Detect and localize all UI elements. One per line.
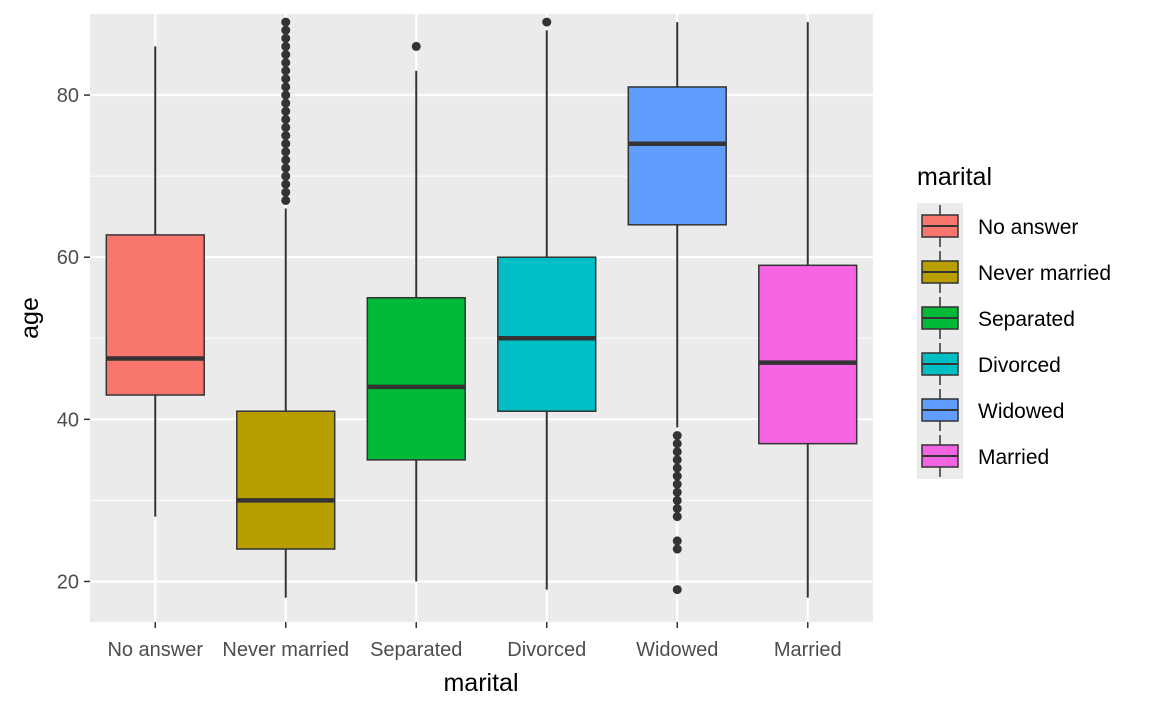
outlier-point <box>542 17 552 27</box>
legend-key-background <box>917 203 963 479</box>
outlier-point <box>281 155 291 165</box>
outlier-point <box>281 139 291 149</box>
x-tick-label: Married <box>774 639 842 661</box>
x-tick-label: No answer <box>107 639 203 661</box>
x-tick-label: Never married <box>222 639 349 661</box>
outlier-point <box>672 504 682 514</box>
outlier-point <box>672 487 682 497</box>
outlier-point <box>281 41 291 51</box>
box-never-married <box>236 17 336 598</box>
outlier-point <box>672 479 682 489</box>
y-axis-title: age <box>16 297 44 339</box>
x-tick-label: Separated <box>370 639 462 661</box>
boxes <box>105 17 858 598</box>
outlier-point <box>281 131 291 141</box>
box-married <box>758 22 858 598</box>
outlier-point <box>281 33 291 43</box>
legend-item-no-answer: No answer <box>921 205 1078 247</box>
outlier-point <box>672 471 682 481</box>
outlier-point <box>281 163 291 173</box>
box-divorced <box>497 17 597 590</box>
outlier-point <box>281 25 291 35</box>
legend-label: Divorced <box>978 354 1061 377</box>
legend-label: Married <box>978 446 1049 469</box>
outlier-point <box>411 41 421 51</box>
legend-item-separated: Separated <box>921 297 1075 339</box>
box-separated <box>366 41 466 582</box>
legend-item-divorced: Divorced <box>921 343 1061 385</box>
outlier-point <box>281 98 291 108</box>
box-no-answer <box>105 46 205 517</box>
plot-panel <box>90 14 873 622</box>
outlier-point <box>281 106 291 116</box>
outlier-point <box>672 455 682 465</box>
legend-item-never-married: Never married <box>921 251 1111 293</box>
x-axis-title: marital <box>443 669 518 697</box>
box-body <box>497 256 597 412</box>
outlier-point <box>281 114 291 124</box>
outlier-point <box>281 122 291 132</box>
y-axis: 20 40 60 80 <box>57 85 90 593</box>
outlier-point <box>672 431 682 441</box>
outlier-point <box>281 50 291 60</box>
legend-label: Widowed <box>978 400 1064 423</box>
legend-label: Never married <box>978 262 1111 285</box>
outlier-point <box>672 447 682 457</box>
legend-item-widowed: Widowed <box>921 389 1064 431</box>
outlier-point <box>281 82 291 92</box>
outlier-point <box>672 544 682 554</box>
box-body <box>236 410 336 550</box>
outlier-point <box>672 495 682 505</box>
outlier-point <box>672 512 682 522</box>
legend-item-married: Married <box>921 435 1049 477</box>
x-tick-label: Widowed <box>636 639 718 661</box>
outlier-point <box>672 585 682 595</box>
y-tick-label: 60 <box>57 247 79 269</box>
legend-label: No answer <box>978 216 1078 239</box>
y-tick-label: 80 <box>57 85 79 107</box>
box-body <box>105 234 205 396</box>
x-axis: No answer Never married Separated Divorced W… <box>107 622 842 661</box>
legend: marital No answer Never married Separated D… <box>917 163 1111 479</box>
y-tick-label: 20 <box>57 571 79 593</box>
box-body <box>366 296 466 461</box>
outlier-point <box>281 58 291 68</box>
outlier-point <box>281 74 291 84</box>
panel-background <box>90 14 873 622</box>
y-tick-label: 40 <box>57 409 79 431</box>
legend-title: marital <box>917 163 992 191</box>
outlier-point <box>281 195 291 205</box>
outlier-point <box>281 17 291 27</box>
outlier-point <box>672 439 682 449</box>
outlier-point <box>281 147 291 157</box>
outlier-point <box>281 66 291 76</box>
outlier-point <box>672 536 682 546</box>
box-widowed <box>627 22 727 595</box>
outlier-point <box>672 463 682 473</box>
outlier-point <box>281 90 291 100</box>
box-body <box>758 264 858 445</box>
outlier-point <box>281 171 291 181</box>
outlier-point <box>281 187 291 197</box>
legend-label: Separated <box>978 308 1075 331</box>
outlier-point <box>281 179 291 189</box>
box-body <box>627 86 727 226</box>
x-tick-label: Divorced <box>507 639 586 661</box>
